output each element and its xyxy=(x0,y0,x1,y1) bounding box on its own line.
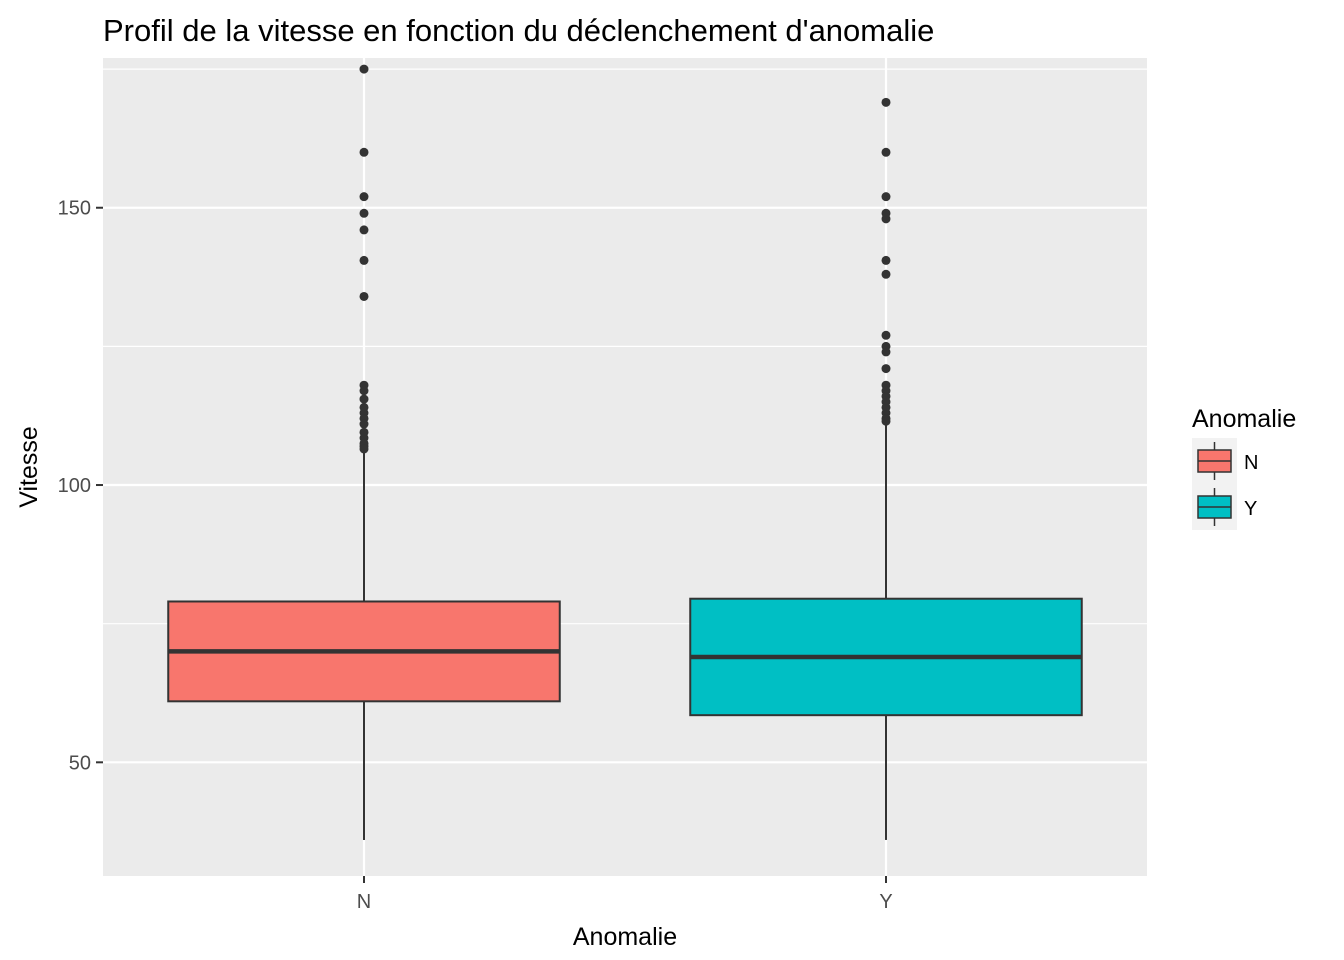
boxplot-N xyxy=(167,64,561,840)
outlier-point xyxy=(359,64,369,74)
outlier-point xyxy=(359,192,369,202)
outlier-point xyxy=(881,214,891,224)
outlier-point xyxy=(359,208,369,218)
outlier-point xyxy=(359,291,369,301)
outlier-point xyxy=(359,419,369,429)
legend-label: Y xyxy=(1244,498,1257,520)
y-tick-label: 150 xyxy=(58,198,91,220)
y-tick-label: 100 xyxy=(58,475,91,497)
x-tick-label: N xyxy=(357,891,371,913)
outlier-point xyxy=(881,330,891,340)
outlier-point xyxy=(881,269,891,279)
x-axis-title: Anomalie xyxy=(573,923,677,951)
outlier-point xyxy=(359,255,369,265)
outlier-point xyxy=(881,192,891,202)
y-tick-label: 50 xyxy=(69,752,91,774)
outlier-point xyxy=(881,364,891,374)
legend-item-Y: Y xyxy=(1192,484,1257,530)
legend: Anomalie N Y xyxy=(1192,405,1296,530)
legend-item-N: N xyxy=(1192,438,1258,484)
boxplot-Y xyxy=(689,97,1083,840)
legend-label: N xyxy=(1244,452,1258,474)
outlier-point xyxy=(359,444,369,454)
boxplots xyxy=(167,64,1083,840)
plot-panel xyxy=(103,58,1147,876)
outlier-point xyxy=(881,416,891,426)
outlier-point xyxy=(881,255,891,265)
legend-title: Anomalie xyxy=(1192,405,1296,433)
outlier-point xyxy=(881,97,891,107)
y-axis-title: Vitesse xyxy=(15,426,43,508)
y-axis: 50 100 150 xyxy=(58,198,103,774)
x-tick-label: Y xyxy=(879,891,892,913)
outlier-point xyxy=(881,347,891,357)
outlier-point xyxy=(359,394,369,404)
outlier-point xyxy=(359,386,369,396)
chart-title: Profil de la vitesse en fonction du décl… xyxy=(103,13,934,48)
outlier-point xyxy=(359,225,369,235)
outlier-point xyxy=(881,147,891,157)
outlier-point xyxy=(359,147,369,157)
